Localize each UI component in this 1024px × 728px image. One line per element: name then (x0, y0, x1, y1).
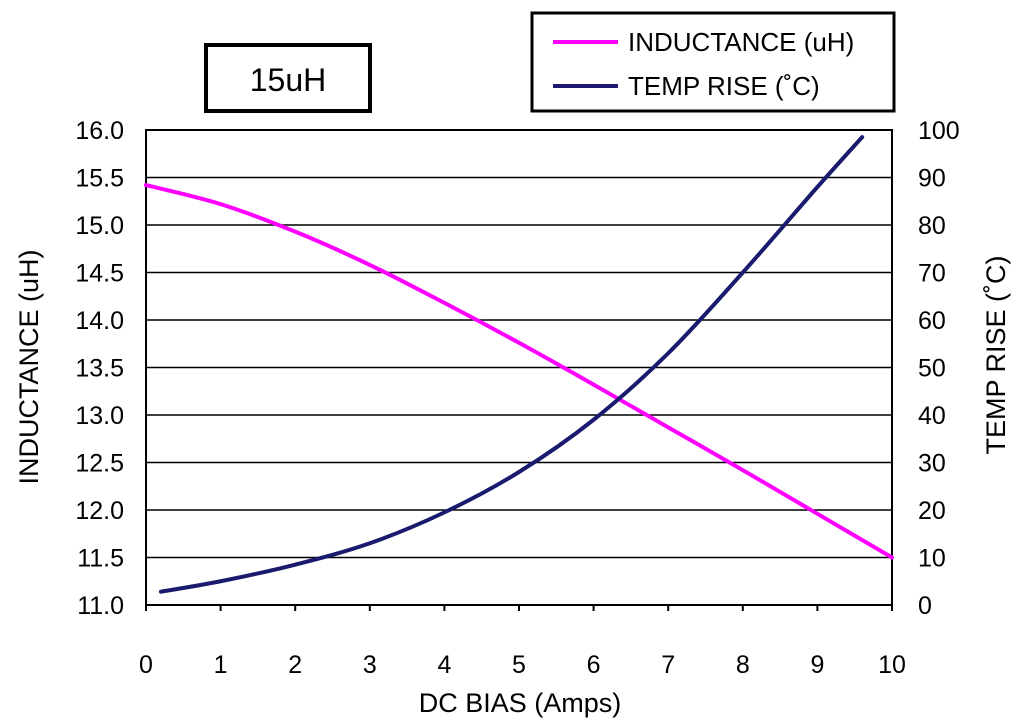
x-axis-title: DC BIAS (Amps) (419, 688, 622, 718)
left-tick-label-4: 13.0 (75, 402, 124, 430)
right-tick-label-3: 30 (918, 450, 946, 478)
x-axis-ticks: 0 1 2 3 4 5 6 7 8 9 10 (139, 605, 906, 679)
left-tick-label-8: 15.0 (75, 212, 124, 240)
part-tag-label: 15uH (250, 62, 327, 98)
left-tick-label-6: 14.0 (75, 307, 124, 335)
x-tick-label-3: 3 (363, 651, 377, 679)
left-tick-label-5: 13.5 (75, 355, 124, 383)
right-axis-ticks: 0 10 20 30 40 50 60 70 80 90 100 (918, 117, 960, 620)
right-tick-label-7: 70 (918, 260, 946, 288)
left-tick-label-3: 12.5 (75, 450, 124, 478)
part-tag-box (204, 43, 372, 113)
legend-label-temp: TEMP RISE (˚C) (628, 71, 820, 101)
left-axis-title: INDUCTANCE (uH) (14, 250, 44, 485)
left-tick-label-2: 12.0 (75, 497, 124, 525)
right-tick-label-1: 10 (918, 545, 946, 573)
right-tick-label-2: 20 (918, 497, 946, 525)
right-tick-label-10: 100 (918, 117, 960, 145)
x-tick-label-10: 10 (878, 651, 906, 679)
left-tick-label-0: 11.0 (77, 592, 124, 620)
left-axis-ticks: 11.0 11.5 12.0 12.5 13.0 13.5 14.0 14.5 15.0 15.5… (75, 117, 124, 620)
x-tick-label-5: 5 (512, 651, 526, 679)
x-tick-label-6: 6 (587, 651, 601, 679)
right-tick-label-4: 40 (918, 402, 946, 430)
x-tick-label-1: 1 (214, 651, 228, 679)
temp-rise-curve (158, 135, 865, 594)
x-tick-label-8: 8 (736, 651, 750, 679)
left-tick-label-10: 16.0 (75, 117, 124, 145)
left-tick-label-1: 11.5 (77, 545, 124, 573)
inductance-curve (144, 183, 894, 560)
grid-lines (146, 129, 892, 606)
x-tick-label-0: 0 (139, 651, 153, 679)
x-tick-label-7: 7 (661, 651, 675, 679)
right-tick-label-0: 0 (918, 592, 932, 620)
right-tick-label-8: 80 (918, 212, 946, 240)
legend: INDUCTANCE (uH) TEMP RISE (˚C) (530, 11, 896, 113)
x-tick-label-9: 9 (810, 651, 824, 679)
right-tick-label-6: 60 (918, 307, 946, 335)
right-tick-label-9: 90 (918, 165, 946, 193)
x-tick-label-4: 4 (437, 651, 451, 679)
part-tag: 15uH (204, 43, 372, 113)
legend-label-inductance: INDUCTANCE (uH) (628, 27, 854, 57)
series-layer (144, 135, 894, 594)
legend-box (530, 11, 896, 113)
x-tick-label-2: 2 (288, 651, 302, 679)
right-tick-label-5: 50 (918, 355, 946, 383)
left-tick-label-7: 14.5 (75, 260, 124, 288)
left-tick-label-9: 15.5 (75, 165, 124, 193)
right-axis-title: TEMP RISE (˚C) (981, 255, 1011, 454)
